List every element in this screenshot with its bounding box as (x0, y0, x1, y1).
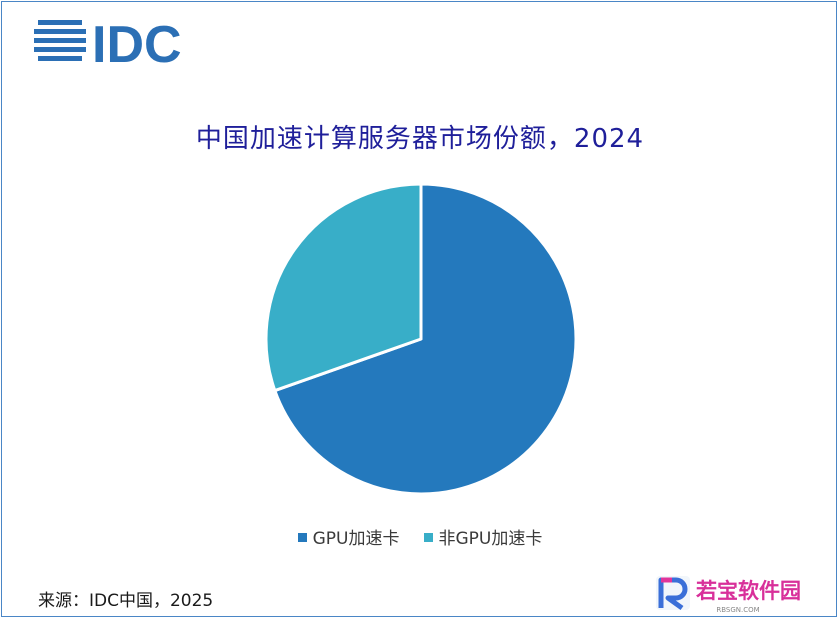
legend-swatch-2 (423, 533, 433, 542)
legend-swatch-1 (297, 533, 307, 542)
legend-label-1: GPU加速卡 (312, 529, 400, 549)
legend-label-2: 非GPU加速卡 (438, 529, 543, 549)
chart-title: 中国加速计算服务器市场份额，2024 (195, 124, 645, 154)
rb-logo-icon (656, 576, 690, 611)
watermark-url: RBSGN.COM (716, 606, 759, 614)
pie-slice-2 (264, 182, 423, 393)
legend-item-2: 非GPU加速卡 (423, 524, 543, 549)
watermark-brand: 若宝软件园 (695, 579, 801, 603)
source-note: 来源：IDC中国，2025 (38, 591, 214, 611)
watermark-logo: 若宝软件园 RBSGN.COM (656, 576, 801, 614)
idc-logo: IDC (34, 16, 182, 70)
chart-legend: GPU加速卡 非GPU加速卡 (0, 524, 840, 549)
legend-item-1: GPU加速卡 (297, 524, 400, 549)
globe-icon (34, 20, 86, 61)
logo-text: IDC (92, 16, 182, 70)
pie-slice-1 (273, 182, 578, 496)
